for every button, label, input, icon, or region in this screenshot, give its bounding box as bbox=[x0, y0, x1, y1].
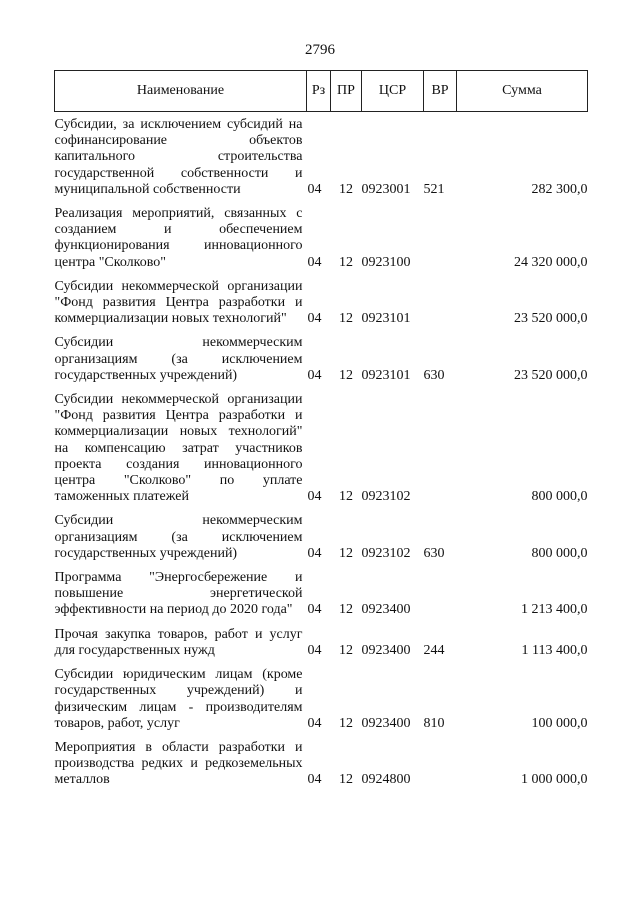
cell-name: Реализация мероприятий, связанных с созд… bbox=[54, 206, 303, 270]
header-name: Наименование bbox=[54, 70, 307, 112]
cell-name: Программа "Энергосбережение и повышение … bbox=[54, 570, 303, 618]
cell-sum: 1 000 000,0 bbox=[521, 772, 588, 788]
table-row: Субсидии юридическим лицам (кроме госуда… bbox=[55, 662, 588, 735]
table-row: Субсидии некоммерческим организациям (за… bbox=[55, 330, 588, 387]
cell-rz: 04 bbox=[307, 715, 322, 731]
cell-rz: 04 bbox=[307, 254, 322, 270]
page-number: 2796 bbox=[305, 42, 335, 58]
cell-pr: 12 bbox=[339, 181, 353, 197]
cell-csr: 0923102 bbox=[361, 489, 411, 505]
cell-vr bbox=[424, 201, 457, 274]
cell-pr: 12 bbox=[339, 715, 353, 731]
header-vr: ВР bbox=[423, 70, 457, 112]
cell-name: Прочая закупка товаров, работ и услуг дл… bbox=[54, 626, 303, 658]
table-row: Прочая закупка товаров, работ и услуг дл… bbox=[55, 622, 588, 662]
table-header: Наименование Рз ПР ЦСР ВР Сумма bbox=[54, 70, 588, 112]
cell-csr: 0923101 bbox=[361, 367, 411, 383]
cell-vr bbox=[424, 565, 457, 622]
cell-rz: 04 bbox=[307, 642, 322, 658]
cell-csr: 0923100 bbox=[361, 254, 411, 270]
cell-csr: 0923001 bbox=[361, 181, 411, 197]
table-row: Реализация мероприятий, связанных с созд… bbox=[55, 201, 588, 274]
cell-csr: 0923400 bbox=[361, 642, 411, 658]
budget-table: Наименование Рз ПР ЦСР ВР Сумма Субсидии… bbox=[54, 70, 588, 792]
cell-vr: 630 bbox=[423, 545, 445, 561]
cell-vr: 810 bbox=[423, 715, 445, 731]
cell-pr: 12 bbox=[339, 772, 353, 788]
cell-name: Субсидии некоммерческой организации "Фон… bbox=[54, 392, 303, 505]
table-row: Субсидии, за исключением субсидий на соф… bbox=[55, 112, 588, 202]
cell-pr: 12 bbox=[339, 489, 353, 505]
cell-name: Субсидии некоммерческим организациям (за… bbox=[54, 513, 303, 561]
cell-pr: 12 bbox=[339, 642, 353, 658]
cell-sum: 23 520 000,0 bbox=[514, 367, 588, 383]
table-row: Субсидии некоммерческой организации "Фон… bbox=[55, 387, 588, 508]
cell-rz: 04 bbox=[307, 367, 322, 383]
header-rz: Рз bbox=[306, 70, 331, 112]
header-pr: ПР bbox=[330, 70, 362, 112]
cell-csr: 0923101 bbox=[361, 311, 411, 327]
cell-pr: 12 bbox=[339, 602, 353, 618]
cell-sum: 1 213 400,0 bbox=[521, 602, 588, 618]
header-csr: ЦСР bbox=[361, 70, 424, 112]
cell-sum: 800 000,0 bbox=[531, 545, 588, 561]
cell-sum: 1 113 400,0 bbox=[521, 642, 588, 658]
cell-sum: 800 000,0 bbox=[531, 489, 588, 505]
cell-pr: 12 bbox=[339, 545, 353, 561]
header-sum: Сумма bbox=[456, 70, 588, 112]
cell-rz: 04 bbox=[307, 311, 322, 327]
cell-vr bbox=[424, 387, 457, 508]
cell-sum: 23 520 000,0 bbox=[514, 311, 588, 327]
cell-vr: 244 bbox=[423, 642, 445, 658]
cell-vr bbox=[424, 735, 457, 792]
cell-pr: 12 bbox=[339, 254, 353, 270]
cell-pr: 12 bbox=[339, 311, 353, 327]
table-row: Программа "Энергосбережение и повышение … bbox=[55, 565, 588, 622]
cell-pr: 12 bbox=[339, 367, 353, 383]
cell-csr: 0924800 bbox=[361, 772, 411, 788]
cell-sum: 282 300,0 bbox=[531, 181, 588, 197]
cell-name: Мероприятия в области разработки и произ… bbox=[54, 739, 303, 788]
cell-csr: 0923102 bbox=[361, 545, 411, 561]
cell-name: Субсидии юридическим лицам (кроме госуда… bbox=[54, 667, 303, 731]
cell-vr: 630 bbox=[423, 367, 445, 383]
cell-vr: 521 bbox=[423, 181, 445, 197]
cell-sum: 100 000,0 bbox=[531, 715, 588, 731]
cell-csr: 0923400 bbox=[361, 715, 411, 731]
table-row: Субсидии некоммерческой организации "Фон… bbox=[55, 274, 588, 331]
table-row: Субсидии некоммерческим организациям (за… bbox=[55, 508, 588, 565]
cell-rz: 04 bbox=[307, 489, 322, 505]
cell-rz: 04 bbox=[307, 602, 322, 618]
cell-rz: 04 bbox=[307, 772, 322, 788]
cell-name: Субсидии некоммерческой организации "Фон… bbox=[54, 278, 303, 327]
cell-name: Субсидии, за исключением субсидий на соф… bbox=[54, 117, 303, 197]
cell-sum: 24 320 000,0 bbox=[514, 254, 588, 270]
cell-rz: 04 bbox=[307, 545, 322, 561]
cell-rz: 04 bbox=[307, 181, 322, 197]
table-row: Мероприятия в области разработки и произ… bbox=[55, 735, 588, 792]
cell-vr bbox=[424, 274, 457, 331]
cell-csr: 0923400 bbox=[361, 602, 411, 618]
cell-name: Субсидии некоммерческим организациям (за… bbox=[54, 335, 303, 383]
